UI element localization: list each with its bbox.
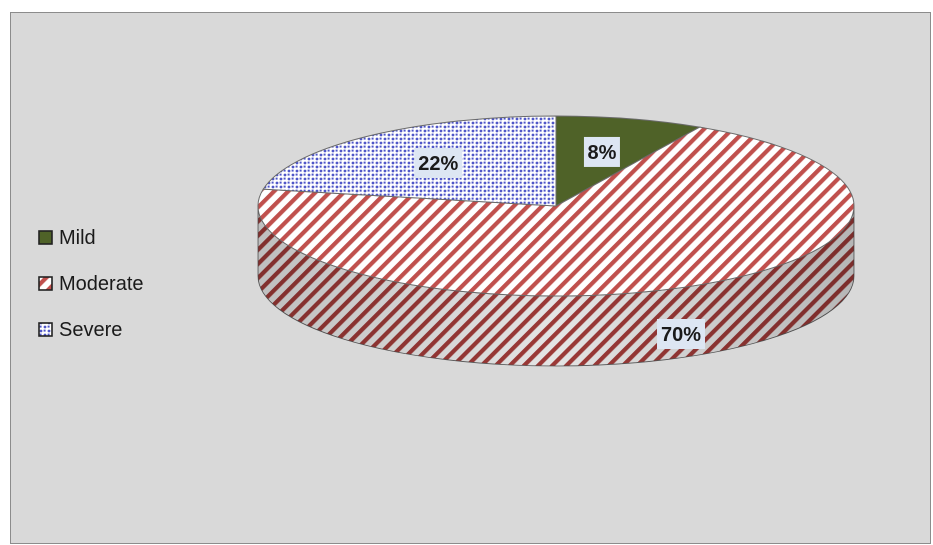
chart-area: 8% 70% 22% Mild Moderate Severe xyxy=(10,12,931,544)
data-label-box xyxy=(657,319,705,349)
pie-slice-moderate[interactable] xyxy=(257,126,855,297)
legend-swatch xyxy=(38,276,53,291)
legend-label: Severe xyxy=(59,319,122,341)
pie-slice-severe[interactable] xyxy=(262,115,557,207)
data-label-text: 22% xyxy=(418,153,458,175)
legend-label: Mild xyxy=(59,227,96,249)
legend-item-moderate[interactable]: Moderate xyxy=(38,273,144,295)
data-label-mild: 8% xyxy=(583,136,620,167)
legend-label: Moderate xyxy=(59,273,144,295)
legend-item-severe[interactable]: Severe xyxy=(38,319,122,341)
pie-group: 8% 70% 22% xyxy=(257,115,855,367)
legend-swatch xyxy=(38,322,53,337)
legend-swatch xyxy=(38,230,53,245)
data-label-box xyxy=(414,148,463,179)
data-label-box xyxy=(583,136,620,167)
pie-chart: 8% 70% 22% Mild Moderate Severe xyxy=(38,115,855,367)
legend: Mild Moderate Severe xyxy=(38,227,144,341)
data-label-text: 70% xyxy=(661,324,701,346)
data-label-text: 8% xyxy=(587,142,616,164)
data-label-moderate: 70% xyxy=(657,319,705,349)
data-label-severe: 22% xyxy=(414,148,463,179)
legend-item-mild[interactable]: Mild xyxy=(38,227,96,249)
